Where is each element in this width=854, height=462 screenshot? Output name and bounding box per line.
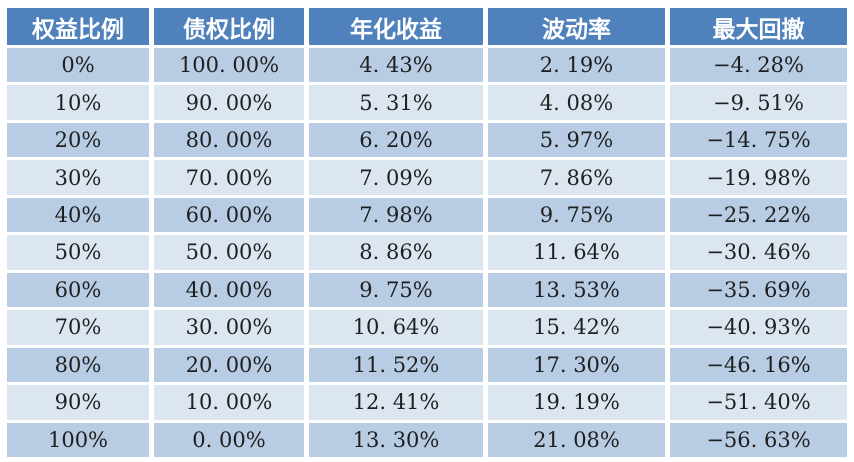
- table-cell: 9. 75%: [304, 269, 483, 308]
- table-row: 20% 80. 00% 6. 20% 5. 97% −14. 75%: [7, 119, 847, 158]
- table-cell: 2. 19%: [483, 45, 665, 83]
- table-cell: 5. 97%: [483, 119, 665, 158]
- column-header-annual-return: 年化收益: [304, 8, 483, 45]
- table-cell: 6. 20%: [304, 119, 483, 158]
- table-cell: 30. 00%: [149, 307, 304, 345]
- table-cell: −35. 69%: [665, 269, 847, 308]
- table-cell: 0. 00%: [149, 419, 304, 457]
- table-cell: 90. 00%: [149, 82, 304, 120]
- header-row: 权益比例 债权比例 年化收益 波动率 最大回撤: [7, 8, 847, 45]
- table-cell: 30%: [7, 157, 149, 195]
- table-cell: 80. 00%: [149, 119, 304, 158]
- table-row: 80% 20. 00% 11. 52% 17. 30% −46. 16%: [7, 344, 847, 383]
- table-cell: 13. 30%: [304, 419, 483, 457]
- table-cell: 40. 00%: [149, 269, 304, 308]
- table-body: 0% 100. 00% 4. 43% 2. 19% −4. 28% 10% 90. 00% 5…: [7, 45, 847, 457]
- table-cell: 17. 30%: [483, 344, 665, 383]
- table-cell: −46. 16%: [665, 344, 847, 383]
- table-row: 10% 90. 00% 5. 31% 4. 08% −9. 51%: [7, 82, 847, 120]
- table-cell: 21. 08%: [483, 419, 665, 457]
- table-cell: 20%: [7, 119, 149, 158]
- table-row: 100% 0. 00% 13. 30% 21. 08% −56. 63%: [7, 419, 847, 457]
- table-cell: 13. 53%: [483, 269, 665, 308]
- table-cell: 80%: [7, 344, 149, 383]
- table-cell: −40. 93%: [665, 307, 847, 345]
- table-cell: −9. 51%: [665, 82, 847, 120]
- table-cell: 0%: [7, 45, 149, 83]
- table-row: 70% 30. 00% 10. 64% 15. 42% −40. 93%: [7, 307, 847, 345]
- table-row: 40% 60. 00% 7. 98% 9. 75% −25. 22%: [7, 194, 847, 233]
- table-row: 90% 10. 00% 12. 41% 19. 19% −51. 40%: [7, 382, 847, 420]
- table-cell: 5. 31%: [304, 82, 483, 120]
- allocation-table-container: 权益比例 债权比例 年化收益 波动率 最大回撤 0% 100. 00% 4. 43%…: [7, 8, 847, 457]
- table-cell: −4. 28%: [665, 45, 847, 83]
- table-cell: 40%: [7, 194, 149, 233]
- table-cell: 70. 00%: [149, 157, 304, 195]
- column-header-max-drawdown: 最大回撤: [665, 8, 847, 45]
- table-cell: 60. 00%: [149, 194, 304, 233]
- table-cell: 11. 64%: [483, 232, 665, 270]
- table-cell: 10%: [7, 82, 149, 120]
- table-cell: 20. 00%: [149, 344, 304, 383]
- table-cell: 8. 86%: [304, 232, 483, 270]
- table-cell: 4. 08%: [483, 82, 665, 120]
- table-cell: −30. 46%: [665, 232, 847, 270]
- table-cell: 70%: [7, 307, 149, 345]
- table-cell: 90%: [7, 382, 149, 420]
- table-cell: 12. 41%: [304, 382, 483, 420]
- table-cell: −56. 63%: [665, 419, 847, 457]
- table-cell: −25. 22%: [665, 194, 847, 233]
- table-row: 50% 50. 00% 8. 86% 11. 64% −30. 46%: [7, 232, 847, 270]
- table-cell: −51. 40%: [665, 382, 847, 420]
- table-cell: 100%: [7, 419, 149, 457]
- table-cell: 15. 42%: [483, 307, 665, 345]
- table-row: 30% 70. 00% 7. 09% 7. 86% −19. 98%: [7, 157, 847, 195]
- column-header-bond-ratio: 债权比例: [149, 8, 304, 45]
- table-cell: 19. 19%: [483, 382, 665, 420]
- table-cell: 50. 00%: [149, 232, 304, 270]
- table-header: 权益比例 债权比例 年化收益 波动率 最大回撤: [7, 8, 847, 45]
- table-cell: −19. 98%: [665, 157, 847, 195]
- table-cell: 100. 00%: [149, 45, 304, 83]
- table-cell: 7. 98%: [304, 194, 483, 233]
- table-row: 0% 100. 00% 4. 43% 2. 19% −4. 28%: [7, 45, 847, 83]
- table-row: 60% 40. 00% 9. 75% 13. 53% −35. 69%: [7, 269, 847, 308]
- column-header-equity-ratio: 权益比例: [7, 8, 149, 45]
- table-cell: 50%: [7, 232, 149, 270]
- table-cell: 10. 64%: [304, 307, 483, 345]
- table-cell: 4. 43%: [304, 45, 483, 83]
- table-cell: 60%: [7, 269, 149, 308]
- table-cell: 9. 75%: [483, 194, 665, 233]
- table-cell: 10. 00%: [149, 382, 304, 420]
- table-cell: 7. 86%: [483, 157, 665, 195]
- allocation-table: 权益比例 债权比例 年化收益 波动率 最大回撤 0% 100. 00% 4. 43%…: [7, 8, 847, 457]
- table-cell: 7. 09%: [304, 157, 483, 195]
- table-cell: 11. 52%: [304, 344, 483, 383]
- table-cell: −14. 75%: [665, 119, 847, 158]
- column-header-volatility: 波动率: [483, 8, 665, 45]
